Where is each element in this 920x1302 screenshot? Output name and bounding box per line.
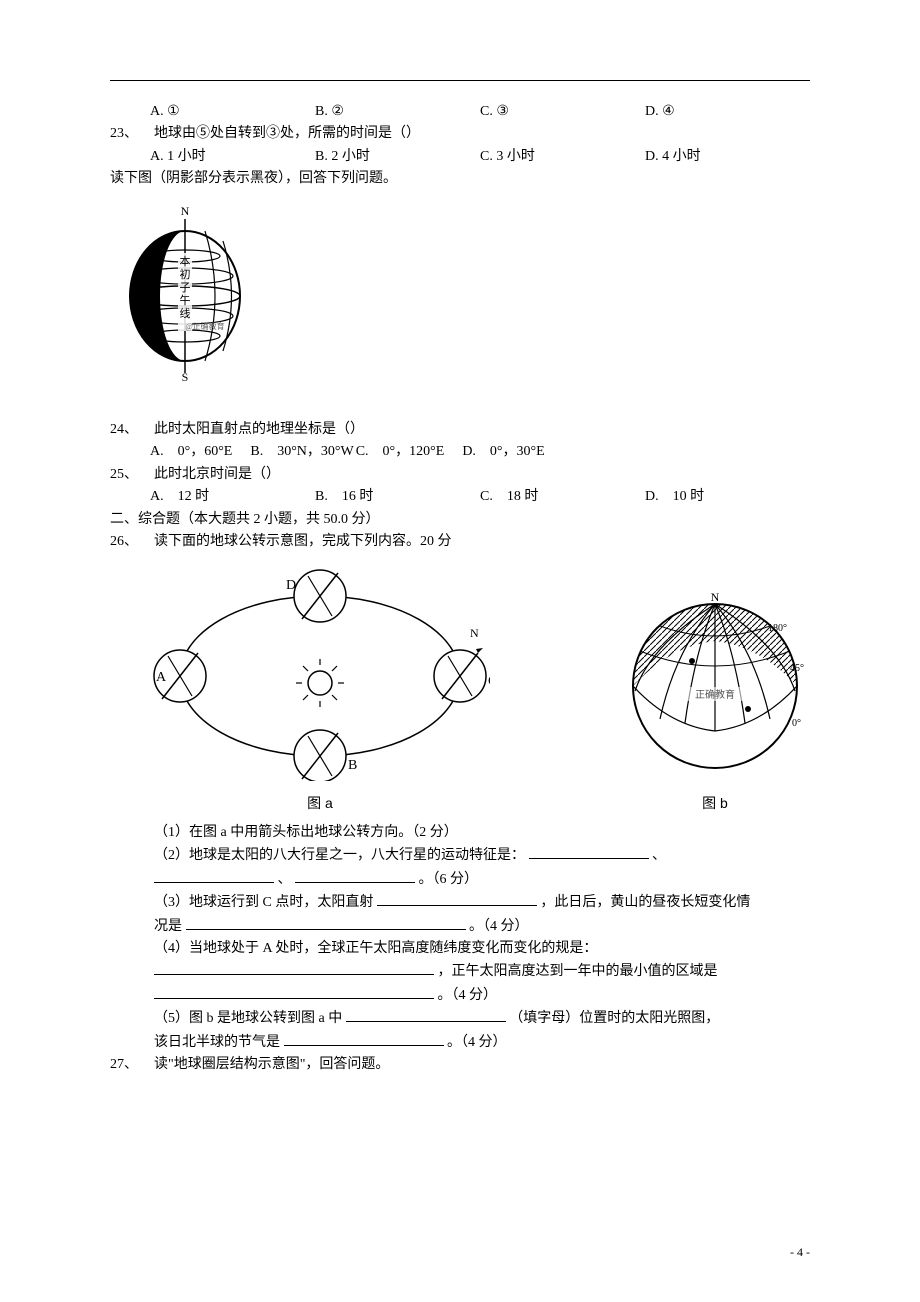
blank-3-2[interactable] — [186, 915, 466, 930]
q26-p3b: ，此日后，黄山的昼夜长短变化情 — [540, 895, 750, 910]
svg-text:S: S — [182, 370, 189, 381]
q25-opt-b: B. 16 时 — [315, 486, 480, 508]
q25: 25、 此时北京时间是（） — [110, 464, 810, 486]
q22-opt-d: D. ④ — [645, 101, 810, 123]
q23-opt-c: C. 3 小时 — [480, 146, 645, 168]
intro-text-1: 读下图（阴影部分表示黑夜），回答下列问题。 — [110, 168, 810, 190]
blank-3-1[interactable] — [377, 891, 537, 906]
q26: 26、 读下面的地球公转示意图，完成下列内容。20 分 — [110, 531, 810, 553]
svg-text:45°: 45° — [790, 663, 804, 674]
q26-p2-line1: （2）地球是太阳的八大行星之一，八大行星的运动特征是： 、 — [110, 844, 810, 867]
q26-stem: 读下面的地球公转示意图，完成下列内容。20 分 — [154, 531, 810, 553]
q25-num: 25、 — [110, 464, 154, 486]
blank-4-1[interactable] — [154, 960, 434, 975]
q26-p4b: ，正午太阳高度达到一年中的最小值的区域是 — [438, 964, 718, 979]
q27: 27、 读"地球圈层结构示意图"，回答问题。 — [110, 1054, 810, 1076]
q23: 23、 地球由⑤处自转到③处，所需的时间是（） — [110, 123, 810, 145]
q26-p3-line2: 况是 。（4 分） — [110, 915, 810, 938]
svg-text:初: 初 — [180, 267, 191, 281]
q25-opt-a: A. 12 时 — [150, 486, 315, 508]
q26-p5a: （5）图 b 是地球公转到图 a 中 — [154, 1011, 342, 1026]
q23-num: 23、 — [110, 123, 154, 145]
svg-text:线: 线 — [180, 306, 191, 320]
q26-p2-line2: 、 。（6 分） — [110, 868, 810, 891]
blank-5-2[interactable] — [284, 1031, 444, 1046]
q26-p3a: （3）地球运行到 C 点时，太阳直射 — [154, 895, 373, 910]
q23-opt-b: B. 2 小时 — [315, 146, 480, 168]
page-number: - 4 - — [790, 1243, 810, 1262]
q23-opt-a: A. 1 小时 — [150, 146, 315, 168]
q25-stem: 此时北京时间是（） — [154, 464, 810, 486]
q22-opt-c: C. ③ — [480, 101, 645, 123]
q23-options: A. 1 小时 B. 2 小时 C. 3 小时 D. 4 小时 — [110, 146, 810, 168]
q26-p2-suffix: 。（6 分） — [419, 872, 479, 887]
q26-p1: （1）在图 a 中用箭头标出地球公转方向。（2 分） — [110, 822, 810, 844]
svg-text:N: N — [181, 204, 190, 218]
q24-opt-c: C. 0°，120°E — [356, 441, 445, 463]
q23-opt-d: D. 4 小时 — [645, 146, 810, 168]
top-rule — [110, 80, 810, 81]
figure-a: A B C N D 图 a — [150, 561, 490, 814]
q24: 24、 此时太阳直射点的地理坐标是（） — [110, 419, 810, 441]
q26-p3-line1: （3）地球运行到 C 点时，太阳直射 ，此日后，黄山的昼夜长短变化情 — [110, 891, 810, 914]
svg-text:D: D — [286, 578, 296, 593]
section-2-header: 二、综合题（本大题共 2 小题，共 50.0 分） — [110, 509, 810, 531]
q26-p4-line3: 。（4 分） — [110, 984, 810, 1007]
svg-text:A: A — [156, 670, 167, 685]
q26-p3c: 况是 — [154, 919, 182, 934]
sep1: 、 — [652, 848, 666, 863]
q26-p2a: （2）地球是太阳的八大行星之一，八大行星的运动特征是： — [154, 848, 525, 863]
q24-opt-b: B. 30°N，30°W — [250, 441, 353, 463]
q26-num: 26、 — [110, 531, 154, 553]
blank-2-1[interactable] — [529, 844, 649, 859]
q26-p5-suffix: 。（4 分） — [447, 1035, 507, 1050]
blank-2-2[interactable] — [154, 868, 274, 883]
q24-opt-a: A. 0°，60°E — [150, 441, 232, 463]
q24-opt-d: D. 0°，30°E — [462, 441, 544, 463]
q22-opt-a: A. ① — [150, 101, 315, 123]
q26-p4a: （4）当地球处于 A 处时，全球正午太阳高度随纬度变化而变化的规是： — [110, 938, 810, 960]
q25-opt-d: D. 10 时 — [645, 486, 810, 508]
fig-a-label: 图 a — [150, 792, 490, 814]
svg-text:本: 本 — [180, 254, 191, 268]
svg-text:子: 子 — [180, 281, 191, 294]
svg-text:0°: 0° — [792, 718, 801, 729]
svg-text:@正确教育: @正确教育 — [185, 321, 224, 331]
sep2: 、 — [278, 872, 292, 887]
q26-diagrams: A B C N D 图 a — [150, 561, 810, 814]
figure-b: N 180° 45° 0° 正确教育 图 b — [620, 591, 810, 814]
q26-p5-line1: （5）图 b 是地球公转到图 a 中 （填字母）位置时的太阳光照图， — [110, 1007, 810, 1030]
fig-b-label: 图 b — [620, 792, 810, 814]
q25-options: A. 12 时 B. 16 时 C. 18 时 D. 10 时 — [110, 486, 810, 508]
q25-opt-c: C. 18 时 — [480, 486, 645, 508]
q27-num: 27、 — [110, 1054, 154, 1076]
q27-stem: 读"地球圈层结构示意图"，回答问题。 — [154, 1054, 810, 1076]
globe-diagram-1: N S 本 初 子 午 线 @正确教育 — [110, 201, 810, 389]
q26-p4-line2: ，正午太阳高度达到一年中的最小值的区域是 — [110, 960, 810, 983]
blank-2-3[interactable] — [295, 868, 415, 883]
blank-5-1[interactable] — [346, 1007, 506, 1022]
q22-options: A. ① B. ② C. ③ D. ④ — [110, 101, 810, 123]
svg-text:正确教育: 正确教育 — [695, 688, 735, 701]
svg-text:C: C — [488, 674, 490, 689]
q26-p5b: （填字母）位置时的太阳光照图， — [509, 1011, 719, 1026]
q24-num: 24、 — [110, 419, 154, 441]
q26-p5-line2: 该日北半球的节气是 。（4 分） — [110, 1031, 810, 1054]
q22-opt-b: B. ② — [315, 101, 480, 123]
q24-stem: 此时太阳直射点的地理坐标是（） — [154, 419, 810, 441]
svg-text:B: B — [348, 758, 357, 773]
q26-p5c: 该日北半球的节气是 — [154, 1035, 280, 1050]
q24-options: A. 0°，60°E B. 30°N，30°W C. 0°，120°E D. 0… — [110, 441, 810, 463]
svg-text:午: 午 — [180, 294, 191, 307]
svg-text:N: N — [711, 591, 720, 604]
svg-text:180°: 180° — [768, 623, 787, 634]
q23-stem: 地球由⑤处自转到③处，所需的时间是（） — [154, 123, 810, 145]
exam-page: A. ① B. ② C. ③ D. ④ 23、 地球由⑤处自转到③处，所需的时间… — [0, 0, 920, 1302]
blank-4-2[interactable] — [154, 984, 434, 999]
svg-text:N: N — [470, 626, 479, 640]
q26-p3-suffix: 。（4 分） — [469, 919, 529, 934]
q26-p4-suffix: 。（4 分） — [438, 988, 498, 1003]
